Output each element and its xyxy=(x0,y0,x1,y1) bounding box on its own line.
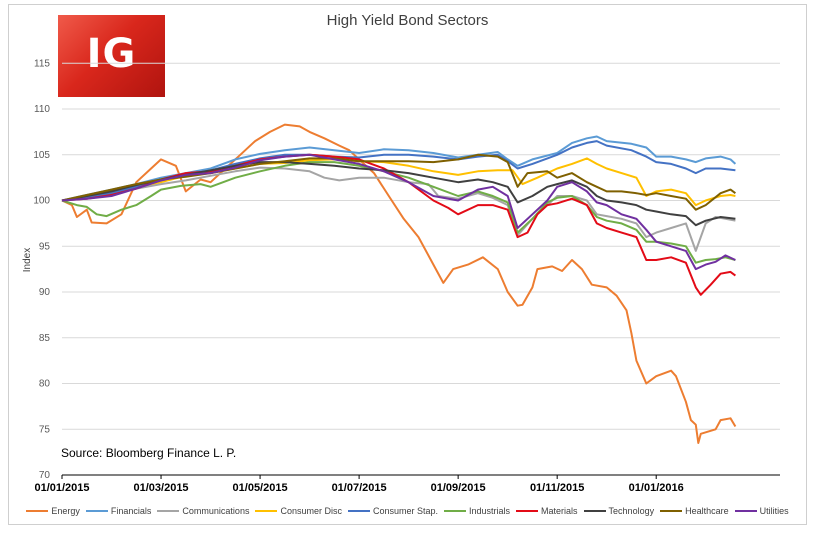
y-tick-label: 90 xyxy=(39,287,51,298)
legend-item: Industrials xyxy=(444,506,510,516)
y-tick-label: 70 xyxy=(39,470,51,481)
legend-swatch xyxy=(157,510,180,512)
y-tick-label: 75 xyxy=(39,424,51,435)
series-line-consumer-disc xyxy=(61,157,736,207)
legend-label: Communications xyxy=(182,506,250,516)
y-tick-label: 80 xyxy=(39,379,51,390)
x-tick-label: 01/03/2015 xyxy=(134,482,189,494)
series-line-materials xyxy=(61,153,737,296)
y-tick-label: 85 xyxy=(39,333,51,344)
series-lines xyxy=(61,123,737,444)
legend-item: Utilities xyxy=(734,506,789,516)
y-tick-label: 105 xyxy=(33,150,50,161)
x-tick-label: 01/09/2015 xyxy=(431,482,486,494)
x-tick-label: 01/07/2015 xyxy=(332,482,387,494)
legend-swatch xyxy=(444,510,466,512)
legend-item: Consumer Disc xyxy=(255,506,342,516)
legend-item: Financials xyxy=(85,506,152,516)
series-line-financials xyxy=(61,135,737,202)
legend-item: Energy xyxy=(26,506,80,516)
y-tick-label: 115 xyxy=(34,58,50,69)
legend-item: Materials xyxy=(516,506,578,516)
gridlines xyxy=(62,62,780,476)
x-tick-label: 01/01/2015 xyxy=(34,482,89,494)
legend-swatch xyxy=(516,510,539,512)
legend-item: Consumer Stap. xyxy=(347,506,438,516)
series-line-communications xyxy=(61,166,736,252)
legend-swatch xyxy=(347,510,370,512)
series-line-industrials xyxy=(61,161,736,264)
ig-logo: IG xyxy=(58,15,165,97)
legend-swatch xyxy=(255,510,278,512)
legend-label: Healthcare xyxy=(685,506,729,516)
series-line-technology xyxy=(61,161,736,227)
legend-label: Consumer Disc xyxy=(280,506,342,516)
x-tick-label: 01/01/2016 xyxy=(629,482,684,494)
series-line-utilities xyxy=(61,153,736,271)
legend-label: Energy xyxy=(51,506,80,516)
source-note: Source: Bloomberg Finance L. P. xyxy=(61,446,237,460)
y-tick-label: 95 xyxy=(39,241,51,252)
x-tick-label: 01/11/2015 xyxy=(530,482,584,494)
logo-text: IG xyxy=(86,31,137,77)
y-tick-label: 100 xyxy=(33,196,50,207)
legend-item: Technology xyxy=(583,506,655,516)
legend-label: Industrials xyxy=(469,506,511,516)
legend-label: Utilities xyxy=(759,506,789,516)
legend-label: Materials xyxy=(541,506,578,516)
legend-label: Technology xyxy=(608,506,655,516)
legend-swatch xyxy=(660,510,683,512)
axes: 70 75 80 85 90 95 100 105 110 115 01/01/2015 01/03/… xyxy=(22,58,780,494)
y-tick-label: 110 xyxy=(34,104,50,115)
x-tick-label: 01/05/2015 xyxy=(233,482,288,494)
legend-swatch xyxy=(85,510,108,512)
legend-swatch xyxy=(734,510,757,512)
legend-swatch xyxy=(583,510,606,512)
y-axis-label: Index xyxy=(22,248,33,272)
legend-label: Consumer Stap. xyxy=(372,506,438,516)
legend-item: Communications xyxy=(157,506,249,516)
chart-legend: Energy Financials Communications Consumer D… xyxy=(20,506,795,516)
legend-label: Financials xyxy=(110,506,152,516)
legend-swatch xyxy=(26,510,49,512)
chart-title: High Yield Bond Sectors xyxy=(326,12,489,29)
legend-item: Healthcare xyxy=(660,506,729,516)
